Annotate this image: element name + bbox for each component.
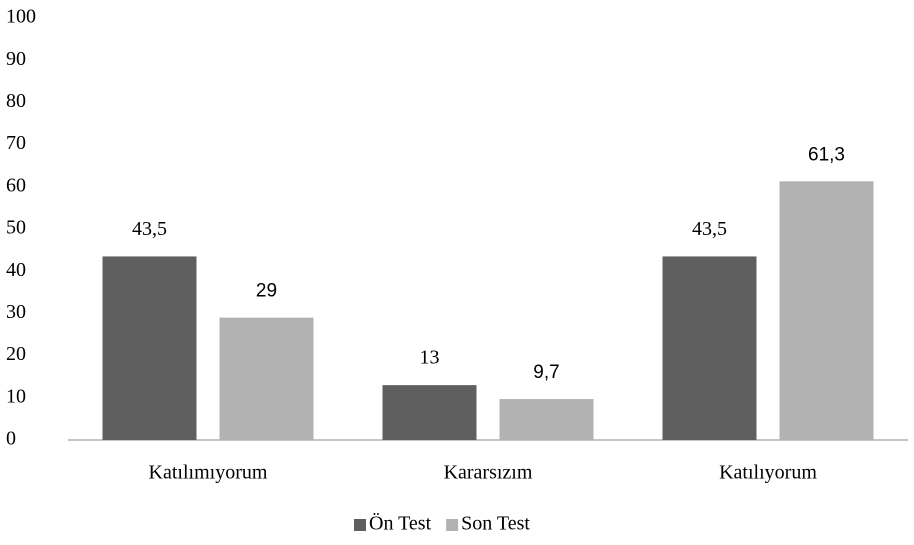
y-tick-label: 100: [6, 6, 36, 28]
y-tick-label: 90: [6, 48, 26, 70]
data-label: 13: [420, 347, 440, 369]
y-tick-label: 30: [6, 301, 26, 323]
bar: [662, 256, 757, 440]
data-label: 9,7: [533, 362, 559, 383]
legend-swatch: [446, 519, 459, 531]
y-tick-label: 0: [6, 428, 16, 450]
bar: [102, 256, 197, 440]
x-tick-label: Kararsızım: [444, 462, 533, 484]
data-label: 43,5: [692, 218, 727, 240]
legend-swatch: [354, 519, 366, 531]
data-label: 29: [256, 281, 277, 302]
data-label: 61,3: [808, 144, 845, 165]
bar: [219, 317, 314, 440]
y-tick-label: 50: [6, 217, 26, 239]
bar: [382, 385, 477, 440]
x-tick-label: Katılıyorum: [719, 462, 817, 484]
legend-label: Son Test: [461, 513, 530, 535]
y-tick-label: 10: [6, 385, 26, 407]
y-tick-label: 70: [6, 132, 26, 154]
bar: [779, 181, 874, 440]
y-tick-label: 60: [6, 174, 26, 196]
y-tick-label: 40: [6, 259, 26, 281]
data-label: 43,5: [132, 218, 167, 240]
legend-label: Ön Test: [369, 512, 432, 535]
x-tick-label: Katılımıyorum: [149, 462, 268, 484]
y-tick-label: 80: [6, 90, 26, 112]
bar: [499, 399, 594, 440]
y-tick-label: 20: [6, 343, 26, 365]
